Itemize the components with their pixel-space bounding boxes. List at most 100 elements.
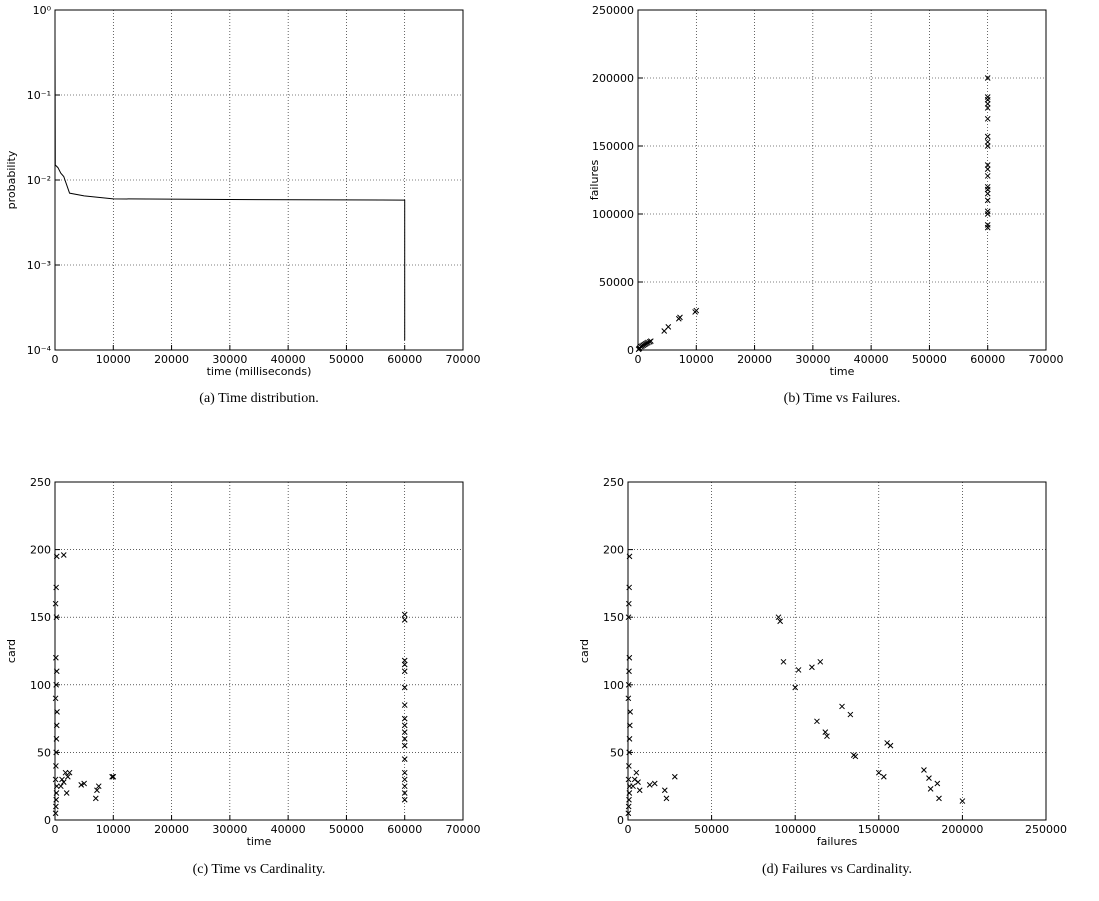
y-tick-label: 10⁻⁴ xyxy=(27,344,52,357)
scatter-point xyxy=(847,711,854,718)
y-tick-label: 100000 xyxy=(592,208,634,221)
plot-frame xyxy=(54,481,464,821)
scatter-point xyxy=(824,733,830,740)
scatter-point xyxy=(630,783,636,790)
scatter-point xyxy=(880,773,887,780)
x-tick-label: 70000 xyxy=(446,353,481,366)
scatter-point xyxy=(401,617,408,623)
scatter-point xyxy=(927,786,934,792)
y-tick-label: 150 xyxy=(603,611,624,624)
scatter-point xyxy=(53,749,60,756)
scatter-point xyxy=(53,722,60,729)
scatter-point xyxy=(401,729,408,735)
x-axis-label: time (milliseconds) xyxy=(207,365,312,378)
x-tick-label: 50000 xyxy=(912,353,947,366)
scatter-point xyxy=(984,222,991,228)
scatter-point xyxy=(626,796,632,803)
y-tick-label: 200 xyxy=(30,544,51,557)
scatter-point xyxy=(625,681,632,688)
x-tick-label: 50000 xyxy=(694,823,729,836)
scatter-point xyxy=(626,749,633,756)
x-tick-label: 50000 xyxy=(329,823,364,836)
scatter-point xyxy=(984,197,991,204)
scatter-point xyxy=(934,780,941,787)
y-tick-label: 50000 xyxy=(599,276,634,289)
x-tick-label: 40000 xyxy=(271,353,306,366)
x-tick-label: 70000 xyxy=(446,823,481,836)
scatter-point xyxy=(64,773,71,780)
scatter-point xyxy=(775,614,782,621)
scatter-point xyxy=(663,795,670,802)
y-tick-label: 0 xyxy=(627,344,634,357)
scatter-point xyxy=(984,100,991,107)
scatter-point xyxy=(665,324,672,330)
scatter-point xyxy=(60,779,67,785)
scatter-point xyxy=(626,553,633,560)
scatter-point xyxy=(401,611,408,618)
scatter-point xyxy=(959,798,966,804)
y-tick-label: 10⁻² xyxy=(27,174,51,187)
x-tick-label: 20000 xyxy=(737,353,772,366)
x-tick-label: 0 xyxy=(52,353,59,366)
scatter-point xyxy=(401,790,408,796)
caption: (b) Time vs Failures. xyxy=(784,391,901,406)
scatter-point xyxy=(53,614,60,621)
scatter-point xyxy=(94,787,100,794)
x-tick-label: 40000 xyxy=(271,823,306,836)
scatter-point xyxy=(984,105,991,111)
scatter-point xyxy=(646,781,653,788)
scatter-point xyxy=(875,769,882,776)
scatter-point xyxy=(984,143,991,149)
scatter-point xyxy=(53,783,60,790)
scatter-point xyxy=(53,654,59,661)
scatter-point xyxy=(401,776,408,783)
scatter-point xyxy=(984,166,991,172)
x-tick-label: 200000 xyxy=(941,823,983,836)
scatter-point xyxy=(926,775,932,781)
scatter-point xyxy=(635,779,641,785)
x-tick-label: 0 xyxy=(635,353,642,366)
scatter-point xyxy=(401,796,408,803)
caption: (d) Failures vs Cardinality. xyxy=(762,862,912,877)
scatter-point xyxy=(936,795,942,802)
y-tick-label: 100 xyxy=(603,679,624,692)
scatter-point xyxy=(809,664,815,671)
scatter-point xyxy=(401,702,408,708)
scatter-point xyxy=(626,790,633,796)
scatter-point xyxy=(625,695,632,702)
scatter-point xyxy=(95,783,102,790)
scatter-point xyxy=(852,753,859,760)
x-axis-label: time xyxy=(247,835,272,848)
y-tick-label: 50 xyxy=(610,746,624,759)
scatter-point xyxy=(651,780,658,787)
scatter-point xyxy=(984,139,991,145)
scatter-point xyxy=(984,115,991,122)
scatter-point xyxy=(53,668,60,675)
scatter-point xyxy=(53,681,60,688)
x-tick-label: 60000 xyxy=(970,353,1005,366)
scatter-point xyxy=(62,769,69,776)
x-tick-label: 60000 xyxy=(387,353,422,366)
scatter-point xyxy=(777,618,784,625)
x-tick-label: 40000 xyxy=(854,353,889,366)
scatter-point xyxy=(626,722,633,729)
scatter-point xyxy=(671,773,678,780)
scatter-point xyxy=(795,667,802,673)
scatter-point xyxy=(661,787,668,794)
x-tick-label: 10000 xyxy=(679,353,714,366)
scatter-point xyxy=(984,94,991,100)
scatter-point xyxy=(78,781,85,788)
x-tick-label: 30000 xyxy=(212,353,247,366)
scatter-point xyxy=(677,314,683,321)
scatter-point xyxy=(647,338,654,345)
scatter-point xyxy=(984,183,991,190)
y-tick-label: 250 xyxy=(30,476,51,489)
scatter-point xyxy=(66,769,73,776)
x-axis-label: failures xyxy=(817,835,858,848)
scatter-point xyxy=(53,736,60,742)
scatter-point xyxy=(984,162,991,168)
x-tick-label: 50000 xyxy=(329,353,364,366)
scatter-point xyxy=(52,600,59,607)
scatter-point xyxy=(53,796,60,803)
scatter-point xyxy=(814,718,820,725)
